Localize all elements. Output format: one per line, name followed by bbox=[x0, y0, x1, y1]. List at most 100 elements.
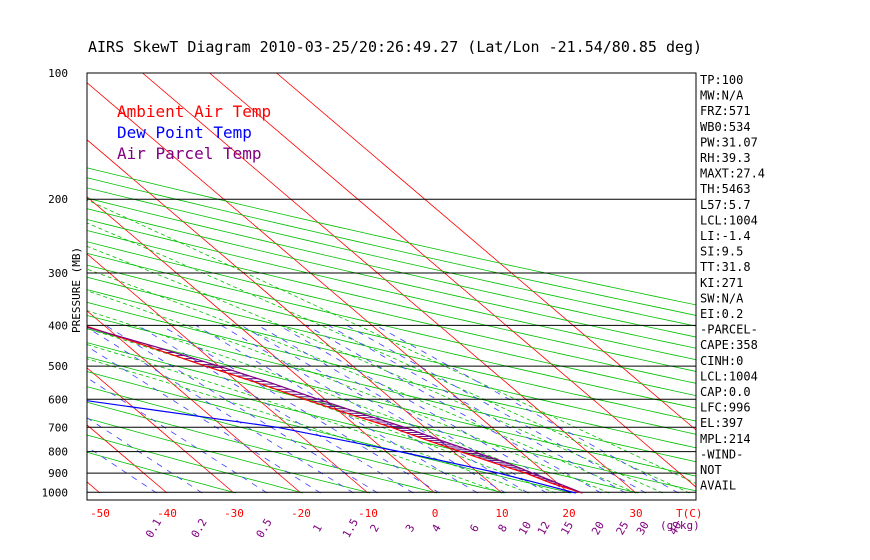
dry-adiabat-line bbox=[87, 208, 696, 349]
index-label: EL:397 bbox=[700, 416, 743, 430]
series-line-dewpoint bbox=[87, 400, 576, 494]
mixing-ratio-line bbox=[87, 446, 157, 494]
mixing-ratio-line bbox=[375, 325, 679, 494]
chart-title: AIRS SkewT Diagram 2010-03-25/20:26:49.2… bbox=[88, 38, 702, 56]
dry-adiabat-line bbox=[87, 167, 696, 306]
series-line-parcel bbox=[87, 326, 583, 494]
dry-adiabat-line bbox=[87, 451, 236, 494]
profile-series bbox=[87, 325, 583, 494]
index-label: FRZ:571 bbox=[700, 104, 751, 118]
index-label: CAP:0.0 bbox=[700, 385, 751, 399]
mixing-ratio-line bbox=[278, 325, 571, 494]
mixing-ratio-tick-label: 20 bbox=[589, 519, 607, 537]
index-label: MW:N/A bbox=[700, 89, 744, 103]
mixing-ratio-line bbox=[87, 327, 354, 494]
bottom-temp-tick-label: -30 bbox=[224, 507, 244, 520]
plot-frame bbox=[86, 72, 697, 501]
legend-ambient: Ambient Air Temp bbox=[117, 102, 271, 121]
index-label: CINH:0 bbox=[700, 354, 743, 368]
pressure-tick-label: 400 bbox=[48, 319, 68, 332]
dry-adiabat-line bbox=[87, 401, 438, 494]
bottom-temp-tick-label: 0 bbox=[432, 507, 439, 520]
index-label: PW:31.07 bbox=[700, 135, 758, 149]
index-label: -PARCEL- bbox=[700, 323, 758, 337]
pressure-tick-label: 100 bbox=[48, 67, 68, 80]
index-label: MPL:214 bbox=[700, 432, 751, 446]
mixing-ratio-line bbox=[328, 325, 626, 494]
index-label: NOT bbox=[700, 463, 722, 477]
moist-adiabat-line bbox=[87, 245, 663, 494]
dry-adiabat-line bbox=[87, 230, 696, 372]
index-label: LI:-1.4 bbox=[700, 229, 751, 243]
mixing-ratio-tick-label: 12 bbox=[535, 519, 553, 537]
bottom-temp-tick-label: -10 bbox=[358, 507, 378, 520]
mixing-ratio-line bbox=[257, 325, 548, 494]
mixing-ratio-tick-label: 1 bbox=[310, 522, 325, 534]
x-axis-label: T(C) bbox=[676, 507, 703, 520]
series-line-ambient bbox=[87, 325, 583, 494]
dry-adiabat-line bbox=[87, 252, 696, 397]
pressure-tick-label: 800 bbox=[48, 446, 68, 459]
bottom-temp-tick-label: 20 bbox=[562, 507, 575, 520]
bottom-temp-tick-label: 10 bbox=[495, 507, 508, 520]
isotherm-line bbox=[209, 73, 696, 488]
index-label: SW:N/A bbox=[700, 291, 744, 305]
dry-adiabat-line bbox=[87, 276, 696, 422]
legend-dewpoint: Dew Point Temp bbox=[117, 123, 252, 142]
bottom-temp-tick-label: -50 bbox=[90, 507, 110, 520]
pressure-tick-label: 1000 bbox=[42, 486, 69, 499]
mixing-ratio-unit: (g/kg) bbox=[660, 519, 700, 532]
index-label: AVAIL bbox=[700, 479, 736, 493]
dry-adiabat-line bbox=[87, 315, 696, 463]
index-label: SI:9.5 bbox=[700, 245, 743, 259]
mixing-ratio-tick-label: 4 bbox=[429, 522, 444, 535]
mixing-ratio-line bbox=[87, 417, 203, 494]
mixing-ratio-line bbox=[220, 325, 507, 494]
dry-adiabat-line bbox=[87, 386, 505, 494]
isotherm-line bbox=[87, 310, 302, 494]
mixing-ratio-tick-label: 0.2 bbox=[189, 516, 210, 540]
pressure-tick-label: 700 bbox=[48, 421, 68, 434]
axis-ticks: 1002003004005006007008009001000-120-110-… bbox=[42, 67, 703, 540]
index-label: TP:100 bbox=[700, 73, 743, 87]
mixing-ratio-line bbox=[346, 325, 647, 494]
pressure-tick-label: 300 bbox=[48, 267, 68, 280]
moist-adiabat-line bbox=[87, 199, 696, 484]
isotherm-line bbox=[87, 367, 235, 494]
dry-adiabat-line bbox=[87, 434, 303, 494]
isotherm-line bbox=[142, 73, 637, 494]
mixing-ratio-tick-label: 25 bbox=[614, 519, 632, 537]
pressure-tick-label: 900 bbox=[48, 467, 68, 480]
index-label: -WIND- bbox=[700, 447, 743, 461]
mixing-ratio-tick-label: 30 bbox=[634, 519, 652, 537]
isotherm-line bbox=[0, 73, 33, 493]
legend-parcel: Air Parcel Temp bbox=[117, 144, 262, 163]
index-label: EI:0.2 bbox=[700, 307, 743, 321]
mixing-ratio-line bbox=[87, 377, 268, 494]
dry-adiabat-line bbox=[87, 328, 696, 477]
mixing-ratio-tick-label: 10 bbox=[516, 519, 534, 537]
index-label: WB0:534 bbox=[700, 120, 751, 134]
index-label: LFC:996 bbox=[700, 401, 751, 415]
dry-adiabat-line bbox=[87, 197, 696, 338]
pressure-tick-label: 500 bbox=[48, 360, 68, 373]
bottom-temp-tick-label: -40 bbox=[157, 507, 177, 520]
mixing-ratio-line bbox=[105, 325, 379, 494]
dry-adiabat-line bbox=[87, 342, 696, 492]
moist-adiabat-line bbox=[87, 268, 637, 494]
index-label: KI:271 bbox=[700, 276, 743, 290]
mixing-ratio-line bbox=[87, 345, 321, 494]
mixing-ratio-tick-label: 8 bbox=[495, 522, 510, 534]
pressure-tick-label: 600 bbox=[48, 393, 68, 406]
index-label: RH:39.3 bbox=[700, 151, 751, 165]
moist-adiabat-line bbox=[87, 222, 690, 494]
moist-adiabat-line bbox=[87, 344, 529, 494]
dry-adiabat-line bbox=[87, 356, 639, 494]
index-label: LCL:1004 bbox=[700, 369, 758, 383]
bottom-temp-tick-label: 30 bbox=[629, 507, 642, 520]
dry-adiabat-line bbox=[87, 187, 696, 327]
mixing-ratio-tick-label: 40 bbox=[667, 519, 685, 537]
mixing-ratio-tick-label: 0.5 bbox=[254, 516, 275, 540]
mixing-ratio-tick-label: 6 bbox=[467, 522, 482, 534]
